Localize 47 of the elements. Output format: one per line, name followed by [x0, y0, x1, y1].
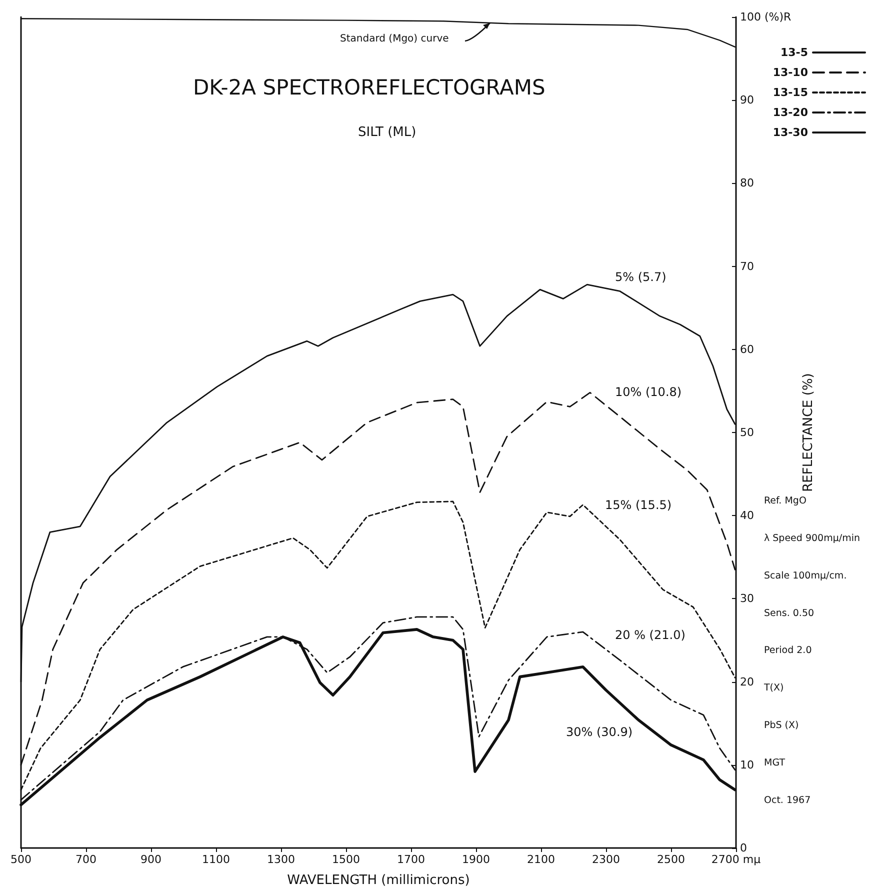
legend-label: 13-15 — [772, 86, 808, 99]
legend-label: 13-10 — [772, 66, 808, 79]
y-tick-label: 100 (%)R — [740, 10, 792, 24]
x-tick-label: 900 — [140, 853, 162, 866]
y-tick-label: 10 — [740, 758, 754, 772]
text: PbS (X) — [764, 720, 799, 732]
y-tick-label: 0 — [740, 842, 747, 854]
text: Ref. MgO — [764, 496, 806, 507]
annotation: 15% (15.5) — [605, 498, 672, 512]
x-tick-label: 2300 — [592, 853, 620, 866]
x-tick-label: 1300 — [267, 853, 295, 866]
text: Oct. 1967 — [764, 794, 811, 806]
y-tick-label: 50 — [740, 426, 754, 439]
text: Sens. 0.50 — [764, 608, 814, 619]
legend-label: 13-20 — [772, 106, 808, 119]
x-tick-label: 2500 — [657, 853, 685, 866]
text: DK-2A SPECTROREFLECTOGRAMS — [193, 76, 546, 100]
annotation: 30% (30.9) — [566, 725, 633, 739]
y-axis-title: REFLECTANCE (%) — [801, 373, 816, 492]
text: MGT — [764, 757, 786, 768]
text: SILT (ML) — [358, 125, 416, 140]
x-axis-title: WAVELENGTH (millimicrons) — [287, 873, 470, 888]
y-tick-label: 30 — [740, 592, 754, 606]
x-tick-label: 2700 mµ — [711, 853, 761, 866]
x-tick-label: 1900 — [462, 853, 490, 866]
text: T(X) — [763, 682, 784, 694]
y-tick-label: 20 — [740, 675, 754, 688]
annotation: 20 % (21.0) — [615, 628, 686, 642]
x-tick-label: 500 — [10, 853, 32, 866]
x-tick-label: 700 — [76, 853, 96, 866]
y-tick-label: 90 — [740, 94, 754, 107]
text: Scale 100mµ/cm. — [764, 570, 847, 582]
x-tick-label: 1700 — [397, 853, 425, 866]
legend-label: 13-30 — [772, 126, 808, 139]
y-tick-label: 70 — [740, 260, 754, 273]
text: Period 2.0 — [764, 645, 812, 656]
x-tick-label: 2100 — [527, 853, 555, 866]
annotation: Standard (Mgo) curve — [340, 34, 449, 44]
annotation: 5% (5.7) — [615, 270, 666, 284]
legend-label: 13-5 — [780, 46, 808, 59]
x-tick-label: 1100 — [202, 853, 230, 866]
annotation: 10% (10.8) — [615, 385, 682, 399]
x-tick-label: 1500 — [332, 853, 360, 866]
y-tick-label: 80 — [740, 176, 754, 190]
text: λ Speed 900mµ/min — [764, 533, 860, 544]
y-tick-label: 40 — [740, 509, 754, 522]
y-tick-label: 60 — [740, 342, 754, 356]
